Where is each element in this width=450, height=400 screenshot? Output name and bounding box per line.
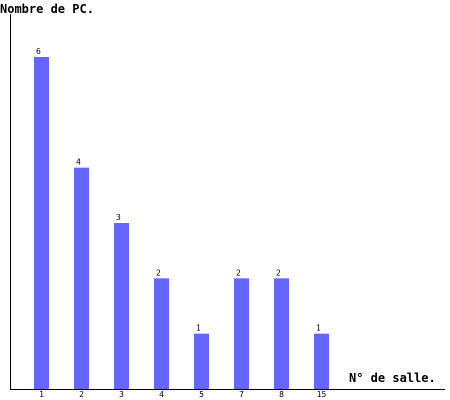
data-label-15: 1 [316,324,321,333]
tick-label-3: 3 [119,390,124,399]
tick-label-4: 4 [159,390,164,399]
bar-5 [194,333,209,389]
bar-1 [34,57,49,389]
data-label-5: 1 [196,324,201,333]
bar-3 [114,223,129,389]
tick-label-8: 8 [279,390,284,399]
bar-2 [74,167,89,389]
bar-15 [314,333,329,389]
tick-label-5: 5 [199,390,204,399]
data-label-8: 2 [276,268,281,277]
tick-label-7: 7 [239,390,244,399]
data-label-4: 2 [156,268,161,277]
data-label-7: 2 [236,268,241,277]
data-label-2: 4 [76,158,81,167]
tick-label-1: 1 [39,390,44,399]
tick-label-15: 15 [317,390,327,399]
x-axis-label: N° de salle. [349,371,436,385]
bar-8 [274,278,289,389]
data-label-3: 3 [116,213,121,222]
y-axis-label: Nombre de PC. [0,2,94,16]
bar-7 [234,278,249,389]
data-label-1: 6 [36,47,41,56]
bar-4 [154,278,169,389]
tick-label-2: 2 [79,390,84,399]
